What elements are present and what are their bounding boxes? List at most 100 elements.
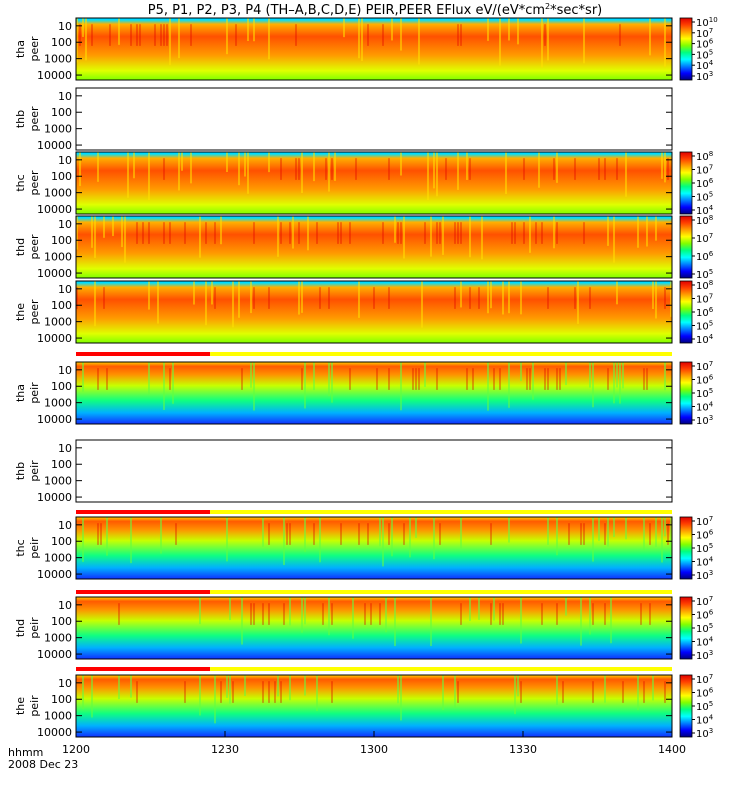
spectrogram-column <box>250 281 252 314</box>
spectrogram-column <box>274 681 276 703</box>
spectrogram-column <box>268 18 270 60</box>
spectrogram-band <box>76 281 672 343</box>
colorbar-tick-label: 107 <box>696 293 713 306</box>
spectrogram-column <box>244 152 246 177</box>
spectrogram-column <box>649 18 651 56</box>
colorbar <box>679 596 693 660</box>
spectrogram-column <box>487 281 489 314</box>
colorbar <box>679 280 693 344</box>
spectrogram-column <box>577 281 579 324</box>
spectrogram-column <box>301 597 303 633</box>
spectrogram-column <box>616 158 618 180</box>
spectrogram-column <box>541 18 543 68</box>
spectrogram-column <box>388 368 390 390</box>
colorbar-tick-label: 104 <box>696 401 714 414</box>
spectrogram-column <box>148 152 150 201</box>
spectrogram-column <box>517 18 519 45</box>
spectrogram-column <box>304 675 306 696</box>
spectrogram-column <box>325 158 327 180</box>
spectrogram-column <box>253 362 255 411</box>
spectrogram-column <box>514 222 516 244</box>
spectrogram-column <box>301 152 303 194</box>
spectrogram-column <box>304 517 306 552</box>
spectrogram-column <box>319 517 321 563</box>
spectrogram-column <box>427 152 429 201</box>
spectrogram-column <box>667 158 669 180</box>
spectrogram-column <box>130 517 132 564</box>
spectrogram-column <box>547 18 549 61</box>
spectrogram-column <box>493 368 495 390</box>
spectrogram-column <box>556 675 558 705</box>
y-tick-label: 1000 <box>44 316 72 329</box>
colorbar-tick-label: 104 <box>696 333 714 346</box>
spectrogram-column <box>637 675 639 711</box>
spectrogram-column <box>622 681 624 703</box>
spectrogram-column <box>499 603 501 625</box>
spectrogram-column <box>457 222 459 244</box>
spectrogram-column <box>160 517 162 554</box>
spectrogram-column <box>592 362 594 408</box>
spectrogram-column <box>529 368 531 390</box>
y-tick-label: 1000 <box>44 53 72 66</box>
mode-bar-secondary <box>210 352 672 356</box>
mode-bar-secondary <box>210 590 672 594</box>
spectrogram-column <box>529 216 531 253</box>
spectrogram-column <box>607 517 609 547</box>
spectrogram-column <box>298 158 300 180</box>
spectrogram-column <box>388 287 390 309</box>
spectrogram-column <box>313 362 315 391</box>
spectrogram-column <box>199 597 201 625</box>
panel-label-species: peer <box>28 106 41 132</box>
y-tick-label: 10 <box>58 442 72 455</box>
spectrogram-column <box>253 287 255 309</box>
spectrogram-column <box>289 222 291 244</box>
spectrogram-column <box>382 24 384 46</box>
spectrogram-column <box>661 517 663 563</box>
spectrogram-column <box>289 523 291 545</box>
spectrogram-column <box>382 222 384 244</box>
spectrogram-column <box>370 603 372 625</box>
spectrogram-column <box>364 603 366 625</box>
spectrogram-column <box>556 517 558 556</box>
panel-label-probe: the <box>14 303 27 321</box>
spectrogram-column <box>157 281 159 324</box>
spectrogram-column <box>625 517 627 540</box>
spectrogram-column <box>490 523 492 545</box>
spectrogram-column <box>268 287 270 309</box>
panel-label-probe: thc <box>14 174 27 191</box>
spectrogram-column <box>400 18 402 51</box>
spectrogram-band <box>76 216 672 278</box>
panel-label-species: peir <box>28 537 41 559</box>
spectrogram-column <box>232 281 234 328</box>
colorbar-tick-label: 105 <box>696 320 713 333</box>
spectrogram-column <box>307 216 309 251</box>
spectrogram-column <box>352 597 354 639</box>
spectrogram-column <box>436 368 438 390</box>
spectrogram-column <box>193 281 195 305</box>
spectrogram-column <box>415 368 417 390</box>
spectrogram-column <box>574 158 576 180</box>
spectrogram-column <box>664 287 666 309</box>
spectrogram-column <box>130 24 132 46</box>
spectrogram-column <box>457 24 459 46</box>
spectrogram-column <box>163 24 165 46</box>
panel-label-probe: thb <box>14 110 27 128</box>
spectrogram-column <box>253 18 255 42</box>
spectrogram-column <box>523 158 525 180</box>
spectrogram-column <box>619 362 621 404</box>
colorbar-tick-label: 104 <box>696 556 714 569</box>
spectrogram-column <box>622 362 624 389</box>
panel-label-species: peir <box>28 382 41 404</box>
spectrogram-column <box>172 362 174 404</box>
spectrogram-column <box>163 158 165 180</box>
colorbar <box>679 215 693 279</box>
spectrogram-column <box>433 517 435 560</box>
spectrogram-column <box>394 597 396 647</box>
spectrogram-column <box>247 18 249 42</box>
spectrogram-column <box>211 281 213 305</box>
y-tick-label: 100 <box>51 458 72 471</box>
